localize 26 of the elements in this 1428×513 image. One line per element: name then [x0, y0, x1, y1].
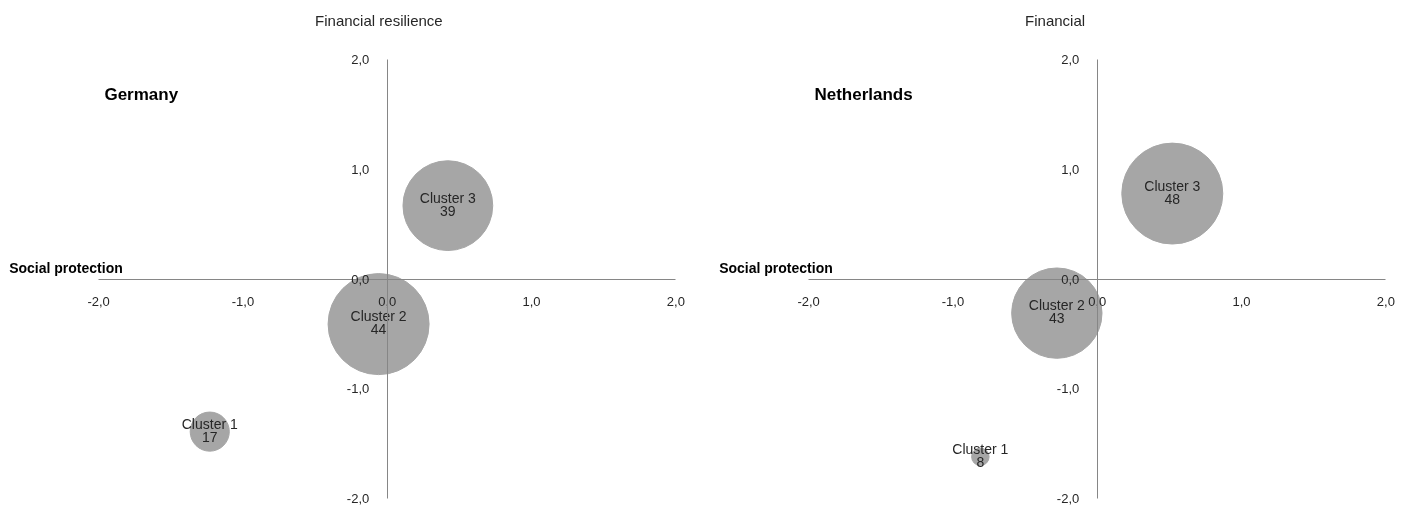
y-axis-title: Financial: [1025, 11, 1086, 29]
y-tick-label: 0,0: [1061, 271, 1080, 287]
y-tick-label: 2,0: [351, 52, 370, 68]
y-tick-label: -2,0: [1056, 491, 1080, 507]
x-tick-label: -1,0: [941, 294, 965, 310]
x-tick-label: 2,0: [1376, 294, 1395, 310]
x-tick-label: 2,0: [666, 294, 685, 310]
y-tick-label: -2,0: [346, 491, 370, 507]
y-tick-label: -1,0: [1056, 381, 1080, 397]
y-tick-label: 1,0: [1061, 161, 1080, 177]
y-tick-label: 2,0: [1061, 52, 1080, 68]
y-tick-label: -1,0: [346, 381, 370, 397]
text: Netherlands: [814, 85, 913, 105]
annotation: 17: [201, 428, 218, 445]
y-tick-label: 0,0: [351, 271, 370, 287]
text: Germany: [104, 85, 179, 105]
y-tick-label: 1,0: [351, 161, 370, 177]
x-axis-title: Social protection: [719, 259, 833, 276]
x-tick-label: 0,0: [378, 294, 397, 310]
y-axis-title: Financial resilience: [315, 11, 443, 29]
x-tick-label: 1,0: [1232, 294, 1251, 310]
x-tick-label: -1,0: [231, 294, 255, 310]
x-tick-label: -2,0: [797, 294, 820, 310]
x-axis-title: Social protection: [9, 259, 123, 276]
x-tick-label: -2,0: [87, 294, 110, 310]
x-tick-label: 1,0: [522, 294, 541, 310]
